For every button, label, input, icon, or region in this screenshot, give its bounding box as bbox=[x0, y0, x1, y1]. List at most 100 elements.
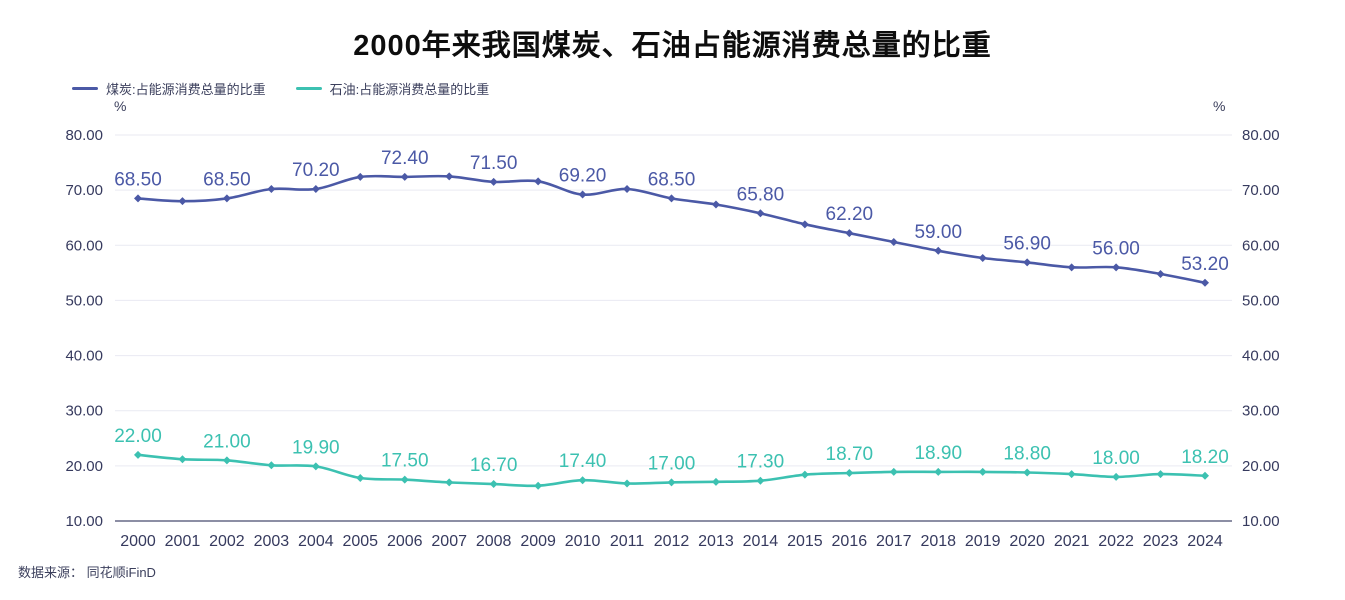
data-point-oil[interactable] bbox=[578, 476, 587, 485]
data-point-coal[interactable] bbox=[1201, 278, 1209, 287]
data-point-oil[interactable] bbox=[178, 455, 187, 464]
left-axis-unit: % bbox=[114, 98, 127, 114]
data-label-oil: 18.90 bbox=[914, 443, 962, 464]
data-point-oil[interactable] bbox=[756, 476, 765, 485]
data-label-coal: 59.00 bbox=[914, 222, 962, 243]
data-point-oil[interactable] bbox=[711, 477, 720, 486]
data-label-oil: 21.00 bbox=[203, 431, 251, 452]
data-label-coal: 70.20 bbox=[292, 160, 340, 181]
data-point-coal[interactable] bbox=[1023, 258, 1032, 267]
data-point-oil[interactable] bbox=[1201, 471, 1209, 480]
data-point-oil[interactable] bbox=[978, 467, 987, 476]
data-label-coal: 72.40 bbox=[381, 148, 429, 169]
data-point-coal[interactable] bbox=[578, 190, 587, 199]
data-point-coal[interactable] bbox=[1156, 269, 1165, 278]
data-point-oil[interactable] bbox=[356, 473, 365, 482]
data-point-coal[interactable] bbox=[445, 172, 454, 181]
x-axis-tick: 2015 bbox=[787, 533, 823, 550]
data-label-coal: 56.90 bbox=[1003, 233, 1051, 254]
data-label-coal: 69.20 bbox=[559, 166, 607, 187]
data-point-coal[interactable] bbox=[1112, 263, 1121, 272]
data-point-oil[interactable] bbox=[1156, 470, 1165, 479]
data-point-oil[interactable] bbox=[934, 467, 943, 476]
x-axis-tick: 2010 bbox=[565, 533, 601, 550]
y-axis-tick-left: 20.00 bbox=[65, 458, 103, 475]
data-label-oil: 17.40 bbox=[559, 451, 607, 472]
x-axis-tick: 2003 bbox=[254, 533, 290, 550]
data-source: 数据来源： 同花顺iFinD bbox=[18, 565, 156, 580]
data-point-oil[interactable] bbox=[534, 481, 543, 490]
data-point-coal[interactable] bbox=[800, 220, 809, 229]
data-label-coal: 68.50 bbox=[203, 169, 251, 190]
data-point-oil[interactable] bbox=[267, 461, 276, 470]
data-point-coal[interactable] bbox=[623, 185, 632, 194]
y-axis-tick-left: 60.00 bbox=[65, 237, 103, 254]
data-point-oil[interactable] bbox=[1067, 470, 1076, 479]
data-label-oil: 17.00 bbox=[648, 453, 696, 474]
x-axis-tick: 2005 bbox=[342, 533, 378, 550]
x-axis-tick: 2018 bbox=[920, 533, 956, 550]
x-axis-tick: 2002 bbox=[209, 533, 245, 550]
data-point-coal[interactable] bbox=[534, 177, 543, 186]
data-point-coal[interactable] bbox=[1067, 263, 1076, 272]
data-point-coal[interactable] bbox=[267, 185, 276, 194]
right-axis-unit: % bbox=[1213, 98, 1226, 114]
y-axis-tick-left: 30.00 bbox=[65, 403, 103, 420]
y-axis-tick-left: 50.00 bbox=[65, 292, 103, 309]
data-point-oil[interactable] bbox=[1023, 468, 1032, 477]
series-line-coal[interactable] bbox=[136, 174, 1207, 285]
legend-label-coal: 煤炭:占能源消费总量的比重 bbox=[106, 82, 266, 97]
y-axis-tick-right: 40.00 bbox=[1242, 348, 1280, 365]
y-axis-tick-right: 30.00 bbox=[1242, 403, 1280, 420]
data-point-coal[interactable] bbox=[667, 194, 676, 203]
data-point-coal[interactable] bbox=[178, 197, 187, 206]
data-point-coal[interactable] bbox=[356, 172, 365, 181]
data-point-coal[interactable] bbox=[400, 172, 409, 181]
data-point-coal[interactable] bbox=[934, 246, 943, 255]
data-point-coal[interactable] bbox=[978, 253, 987, 262]
y-axis-tick-left: 70.00 bbox=[65, 182, 103, 199]
data-point-coal[interactable] bbox=[711, 200, 720, 209]
data-label-oil: 18.00 bbox=[1092, 448, 1140, 469]
data-label-oil: 17.30 bbox=[737, 452, 785, 473]
x-axis-tick: 2006 bbox=[387, 533, 423, 550]
x-axis-tick: 2022 bbox=[1098, 533, 1134, 550]
data-point-coal[interactable] bbox=[845, 229, 854, 238]
data-point-oil[interactable] bbox=[134, 450, 142, 459]
data-point-oil[interactable] bbox=[311, 462, 320, 471]
oil-line-swatch bbox=[295, 87, 322, 90]
data-point-oil[interactable] bbox=[400, 475, 409, 484]
data-label-oil: 18.70 bbox=[826, 444, 874, 465]
data-point-coal[interactable] bbox=[756, 209, 765, 218]
data-label-oil: 22.00 bbox=[114, 426, 162, 447]
x-axis-tick: 2009 bbox=[520, 533, 556, 550]
data-point-oil[interactable] bbox=[889, 467, 898, 476]
data-point-oil[interactable] bbox=[1112, 472, 1121, 481]
data-point-oil[interactable] bbox=[445, 478, 454, 487]
legend-item-oil[interactable]: 石油:占能源消费总量的比重 bbox=[295, 79, 489, 98]
x-axis-tick: 2000 bbox=[120, 533, 156, 550]
x-axis-tick: 2021 bbox=[1054, 533, 1090, 550]
legend-item-coal[interactable]: 煤炭:占能源消费总量的比重 bbox=[72, 79, 266, 98]
x-axis-tick: 2019 bbox=[965, 533, 1001, 550]
data-point-oil[interactable] bbox=[222, 456, 231, 465]
data-label-oil: 18.80 bbox=[1003, 443, 1051, 464]
data-label-coal: 56.00 bbox=[1092, 238, 1140, 259]
y-axis-tick-left: 40.00 bbox=[65, 348, 103, 365]
data-point-coal[interactable] bbox=[489, 177, 498, 186]
coal-line-swatch bbox=[72, 87, 98, 90]
x-axis-tick: 2016 bbox=[832, 533, 868, 550]
data-point-oil[interactable] bbox=[800, 470, 809, 479]
y-axis-tick-left: 10.00 bbox=[65, 513, 103, 530]
data-point-coal[interactable] bbox=[889, 237, 898, 246]
data-point-oil[interactable] bbox=[845, 469, 854, 478]
data-point-oil[interactable] bbox=[667, 478, 676, 487]
data-point-coal[interactable] bbox=[134, 194, 142, 203]
data-point-coal[interactable] bbox=[222, 194, 231, 203]
x-axis-tick: 2012 bbox=[654, 533, 690, 550]
data-point-oil[interactable] bbox=[623, 479, 632, 488]
data-label-oil: 18.20 bbox=[1181, 447, 1229, 468]
data-point-oil[interactable] bbox=[489, 480, 498, 489]
data-point-coal[interactable] bbox=[311, 185, 320, 194]
